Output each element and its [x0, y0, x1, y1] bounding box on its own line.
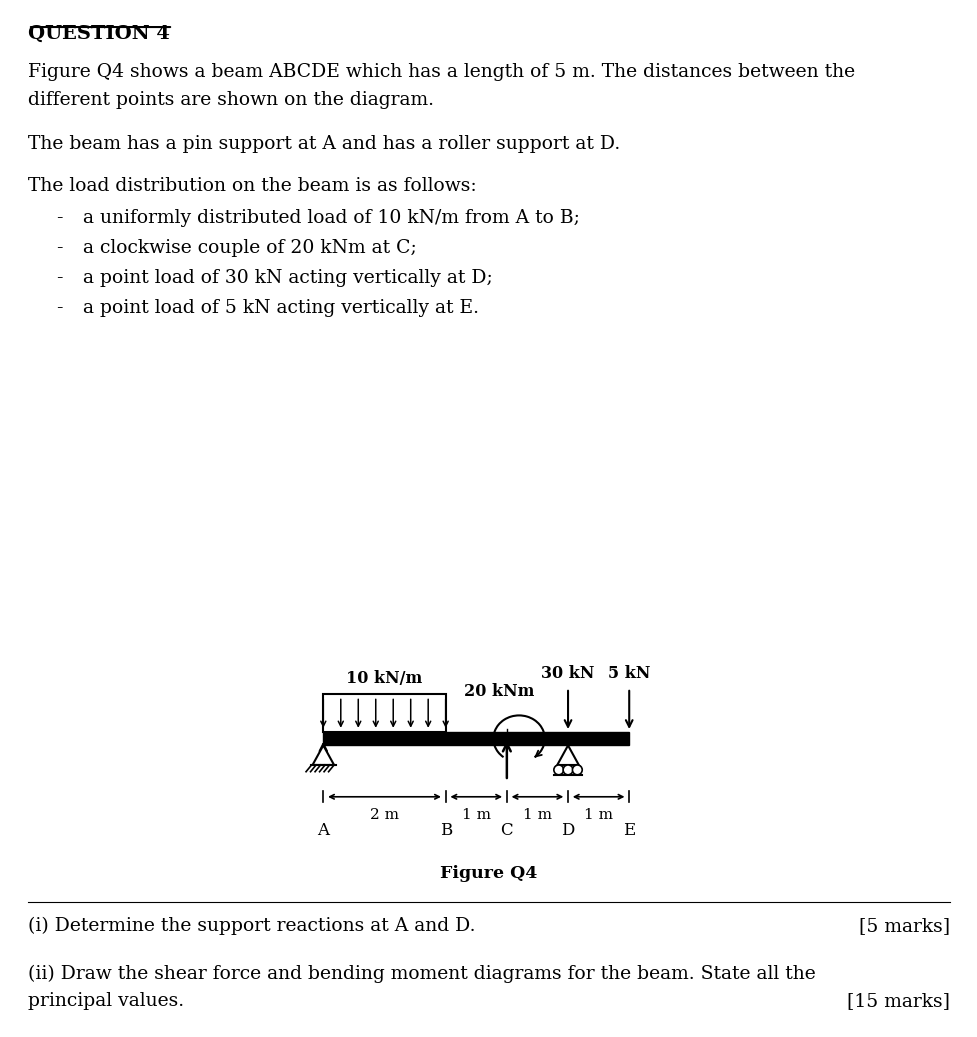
Text: 1 m: 1 m [523, 808, 552, 821]
Text: QUESTION 4: QUESTION 4 [28, 25, 170, 43]
Text: [5 marks]: [5 marks] [859, 917, 950, 934]
Circle shape [573, 765, 582, 775]
Circle shape [563, 765, 573, 775]
Text: -: - [56, 209, 63, 227]
Text: (ii) Draw the shear force and bending moment diagrams for the beam. State all th: (ii) Draw the shear force and bending mo… [28, 964, 816, 983]
Text: a point load of 5 kN acting vertically at E.: a point load of 5 kN acting vertically a… [83, 300, 479, 317]
Text: 1 m: 1 m [584, 808, 614, 821]
Polygon shape [557, 746, 578, 765]
Text: 10 kN/m: 10 kN/m [347, 670, 423, 686]
Circle shape [554, 765, 564, 775]
Text: (i) Determine the support reactions at A and D.: (i) Determine the support reactions at A… [28, 917, 476, 935]
Text: a clockwise couple of 20 kNm at C;: a clockwise couple of 20 kNm at C; [83, 240, 417, 257]
Text: 1 m: 1 m [462, 808, 490, 821]
Text: -: - [56, 240, 63, 257]
Text: D: D [562, 822, 574, 840]
Text: principal values.: principal values. [28, 992, 184, 1010]
Text: The beam has a pin support at A and has a roller support at D.: The beam has a pin support at A and has … [28, 135, 620, 153]
Text: Figure Q4: Figure Q4 [440, 865, 537, 882]
Text: 2 m: 2 m [370, 808, 399, 821]
Text: Figure Q4 shows a beam ABCDE which has a length of 5 m. The distances between th: Figure Q4 shows a beam ABCDE which has a… [28, 63, 855, 81]
Text: 20 kNm: 20 kNm [464, 683, 534, 700]
Bar [323, 732, 629, 746]
Text: [15 marks]: [15 marks] [847, 992, 950, 1010]
Text: 5 kN: 5 kN [608, 665, 651, 681]
Text: 30 kN: 30 kN [541, 665, 595, 681]
Text: B: B [440, 822, 451, 840]
Text: C: C [500, 822, 513, 840]
Text: -: - [56, 300, 63, 317]
Text: a uniformly distributed load of 10 kN/m from A to B;: a uniformly distributed load of 10 kN/m … [83, 209, 580, 227]
Text: -: - [56, 270, 63, 287]
Text: different points are shown on the diagram.: different points are shown on the diagra… [28, 91, 434, 109]
Text: E: E [623, 822, 635, 840]
Text: a point load of 30 kN acting vertically at D;: a point load of 30 kN acting vertically … [83, 270, 492, 287]
Polygon shape [313, 746, 334, 765]
Text: The load distribution on the beam is as follows:: The load distribution on the beam is as … [28, 177, 477, 195]
Bar [323, 694, 446, 732]
Text: A: A [318, 822, 329, 840]
